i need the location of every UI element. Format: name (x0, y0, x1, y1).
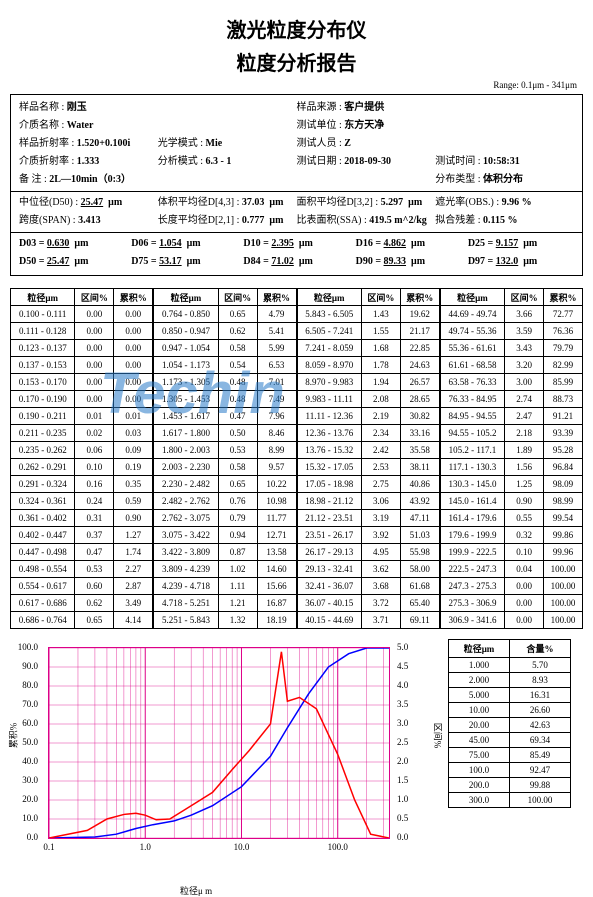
u: μm (187, 256, 201, 267)
chart-svg (49, 648, 389, 838)
val: 0.115 (483, 215, 505, 226)
lbl: 介质折射率 : (19, 156, 74, 167)
x-label: 粒径μ m (180, 884, 212, 897)
val: 东方天净 (344, 120, 384, 131)
lbl: 备 注 : (19, 174, 47, 185)
lbl: 跨度(SPAN) : (19, 215, 76, 226)
lbl: 样品来源 : (297, 102, 342, 113)
lbl: 样品折射率 : (19, 138, 74, 149)
u: μm (408, 197, 422, 208)
u: μm (269, 197, 283, 208)
val: 1.333 (77, 156, 100, 167)
dl: D03 = (19, 238, 44, 249)
val: 客户提供 (344, 102, 384, 113)
lbl: 介质名称 : (19, 120, 64, 131)
u: μm (108, 197, 122, 208)
u: μm (269, 215, 283, 226)
sample-info-box: 样品名称 : 刚玉 样品来源 : 客户提供 介质名称 : Water 测试单位 … (10, 94, 583, 276)
val: 0.777 (242, 215, 265, 226)
lbl: 长度平均径D[2,1] : (158, 215, 240, 226)
dv: 1.054 (159, 238, 182, 249)
dv: 2.395 (271, 238, 294, 249)
dv: 25.47 (47, 256, 70, 267)
val: 2018-09-30 (344, 156, 391, 167)
sum-h2: 含量% (510, 640, 571, 658)
lbl: 面积平均径D[3,2] : (297, 197, 379, 208)
val: 10:58:31 (483, 156, 520, 167)
dl: D16 = (356, 238, 381, 249)
val: 1.520+0.100i (77, 138, 130, 149)
distribution-chart: 0.010.020.030.040.050.060.070.080.090.01… (10, 639, 440, 869)
val: 37.03 (242, 197, 265, 208)
val: 419.5 (369, 215, 392, 226)
u: μm (411, 238, 425, 249)
dl: D97 = (468, 256, 493, 267)
u: μm (299, 238, 313, 249)
distribution-tables: Techin 粒径μm区间%累积%0.100 - 0.1110.000.000.… (10, 282, 583, 629)
u: μm (523, 256, 537, 267)
val: Z (344, 138, 351, 149)
u: μm (523, 238, 537, 249)
lbl: 光学模式 : (158, 138, 203, 149)
lbl: 中位径(D50) : (19, 197, 78, 208)
dv: 89.33 (384, 256, 407, 267)
lbl: 遮光率(OBS.) : (435, 197, 499, 208)
val: 9.96 (502, 197, 520, 208)
val: Water (67, 120, 94, 131)
lbl: 分布类型 : (435, 174, 480, 185)
dl: D50 = (19, 256, 44, 267)
val: 体积分布 (483, 174, 523, 185)
y-left-label: 累积% (6, 723, 19, 749)
lbl: 比表面积(SSA) : (297, 215, 367, 226)
val: 2L—10min（0:3） (49, 174, 131, 185)
report-title-2: 粒度分析报告 (10, 47, 583, 76)
summary-table: 粒径μm含量% 1.0005.702.0008.935.00016.3110.0… (448, 639, 571, 808)
lbl: 测试单位 : (297, 120, 342, 131)
u: μm (74, 256, 88, 267)
val: Mie (206, 138, 223, 149)
lbl: 样品名称 : (19, 102, 64, 113)
dl: D90 = (356, 256, 381, 267)
range-text: Range: 0.1μm - 341μm (10, 80, 577, 90)
lbl: 测试日期 : (297, 156, 342, 167)
lbl: 测试人员 : (297, 138, 342, 149)
u: μm (411, 256, 425, 267)
u: μm (74, 238, 88, 249)
dl: D25 = (468, 238, 493, 249)
dv: 0.630 (47, 238, 70, 249)
lbl: 测试时间 : (435, 156, 480, 167)
u: μm (187, 238, 201, 249)
u: m^2/kg (394, 215, 426, 226)
dl: D06 = (131, 238, 156, 249)
dv: 71.02 (271, 256, 294, 267)
dl: D10 = (243, 238, 268, 249)
report-title-1: 激光粒度分布仪 (10, 14, 583, 43)
dv: 53.17 (159, 256, 182, 267)
lbl: 拟合残差 : (435, 215, 480, 226)
val: 3.413 (78, 215, 101, 226)
dv: 4.862 (384, 238, 407, 249)
sum-h1: 粒径μm (449, 640, 510, 658)
dl: D75 = (131, 256, 156, 267)
lbl: 分析模式 : (158, 156, 203, 167)
lbl: 体积平均径D[4,3] : (158, 197, 240, 208)
dl: D84 = (243, 256, 268, 267)
dv: 9.157 (496, 238, 519, 249)
y-right-label: 区间% (431, 723, 444, 749)
val: 25.47 (81, 197, 104, 208)
val: 5.297 (381, 197, 404, 208)
val: 6.3 - 1 (206, 156, 232, 167)
val: 刚玉 (67, 102, 87, 113)
u: % (507, 215, 517, 226)
dv: 132.0 (496, 256, 519, 267)
u: μm (299, 256, 313, 267)
u: % (522, 197, 532, 208)
